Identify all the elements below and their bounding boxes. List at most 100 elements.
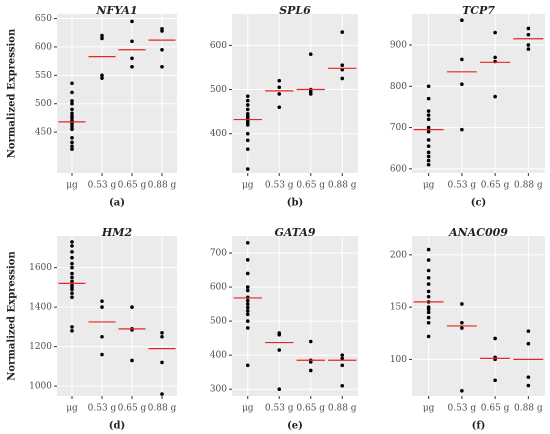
point [245,131,250,136]
x-tick-label: 0.53 g [265,404,294,414]
point [277,105,282,109]
x-tick-label: 0.88 g [514,181,543,191]
point [70,116,74,120]
point [70,291,74,296]
point [426,109,431,113]
point [100,73,104,78]
point [277,78,282,83]
panel-title: GATA9 [274,226,315,239]
point [493,336,497,341]
point [160,47,164,52]
point [70,121,74,126]
panel-label: (b) [287,198,303,209]
x-tick-label: 0.65 g [481,404,510,414]
point [70,90,74,95]
point [70,244,74,248]
point [70,99,74,103]
point [130,56,134,61]
point [245,285,250,289]
point [426,84,431,89]
point [426,96,431,101]
x-tick-label: μg [423,404,435,414]
point [245,309,250,313]
y-tick-label: 550 [35,71,52,81]
point [70,127,74,132]
point [160,392,164,396]
point [245,103,250,107]
panel-label: (a) [109,198,125,209]
point [340,383,345,388]
point [245,312,250,317]
point [277,85,282,90]
point [460,388,464,393]
point [130,305,134,309]
x-tick-label: μg [66,181,78,191]
y-tick-label: 500 [210,317,227,327]
point [245,298,250,303]
point [426,113,431,117]
point [70,107,74,112]
point [70,325,74,329]
point [426,138,431,142]
y-tick-label: 450 [35,128,52,138]
point [493,55,497,60]
plot-background [412,14,545,173]
point [70,140,74,145]
point [460,326,464,330]
point [245,305,250,310]
x-tick-label: 0.53 g [448,404,477,414]
point [245,288,250,293]
point [526,383,531,388]
point [426,294,431,299]
plot-background [412,236,545,396]
point [277,332,282,337]
y-tick-label: 1600 [29,263,52,273]
point [70,255,74,260]
y-tick-label: 600 [210,41,227,51]
point [100,352,104,357]
point [426,247,431,252]
point [245,326,250,330]
y-tick-label: 100 [390,355,407,365]
plot-background [232,236,358,396]
y-tick-label: 150 [390,303,407,313]
panel-title: ANAC009 [448,226,508,239]
y-tick-label: 600 [35,42,52,52]
panel-label: (c) [471,198,487,209]
point [70,111,74,116]
x-tick-label: 0.88 g [328,404,357,414]
y-tick-label: 900 [390,40,407,50]
x-tick-label: 0.88 g [514,404,543,414]
point [130,358,134,363]
x-tick-label: 0.65 g [296,404,325,414]
point [277,92,282,96]
point [526,47,531,51]
point [340,356,345,361]
y-tick-label: 600 [210,283,227,293]
x-tick-label: 0.88 g [148,404,177,414]
x-tick-label: μg [66,404,78,414]
point [493,378,497,383]
point [460,127,464,132]
point [460,82,464,87]
point [493,94,497,99]
point [245,241,250,245]
point [100,33,104,38]
point [130,39,134,44]
point [100,299,104,303]
panel-title: SPL6 [279,4,311,17]
point [130,19,134,24]
point [308,368,313,373]
x-tick-label: 0.65 g [118,181,147,191]
point [160,330,164,335]
point [245,271,250,276]
point [460,320,464,325]
point [426,307,431,312]
point [426,310,431,315]
plot-background [57,14,177,173]
y-tick-label: 1400 [29,303,52,313]
y-tick-label: 700 [390,123,407,133]
point [160,29,164,33]
x-tick-label: μg [242,404,254,414]
